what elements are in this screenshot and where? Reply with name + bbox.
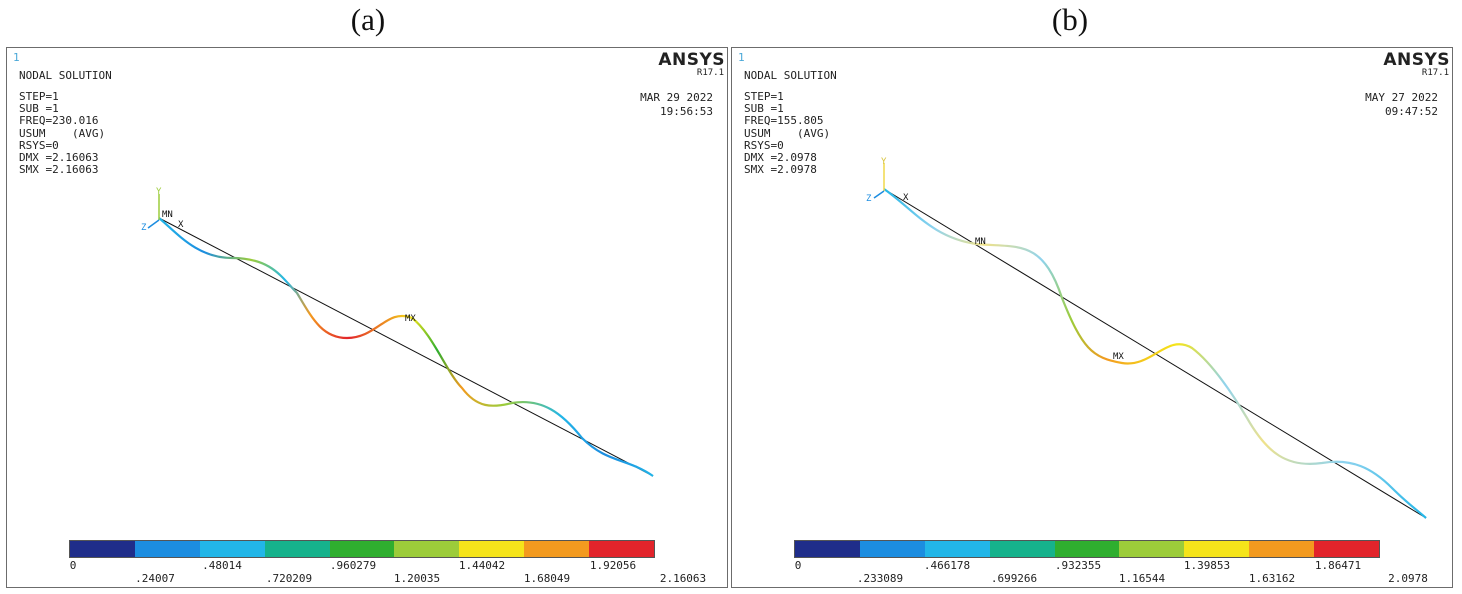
info-freq: FREQ=155.805 bbox=[744, 114, 824, 128]
timestamp: MAR 29 2022 19:56:53 bbox=[640, 91, 713, 119]
version-label: R17.1 bbox=[1421, 68, 1449, 78]
z-axis-triad bbox=[873, 190, 885, 199]
legend-band-6 bbox=[1119, 541, 1185, 557]
legend-band-4 bbox=[264, 541, 330, 557]
legend-tick: 1.20035 bbox=[393, 572, 441, 585]
info-usum: USUM (AVG) bbox=[19, 126, 106, 140]
legend-band-9 bbox=[589, 541, 655, 557]
legend-band-2 bbox=[134, 541, 200, 557]
legend-band-8 bbox=[1249, 541, 1315, 557]
solution-info: STEP=1 SUB =1 FREQ=155.805 USUM (AVG) RS… bbox=[744, 90, 831, 177]
plot-title: NODAL SOLUTION bbox=[19, 69, 112, 82]
ansys-logo: ANSYS bbox=[1383, 50, 1450, 70]
legend-band-1 bbox=[795, 541, 860, 557]
date-text: MAY 27 2022 bbox=[1365, 91, 1438, 104]
legend-tick: 1.63162 bbox=[1248, 572, 1296, 585]
legend-tick: .932355 bbox=[1054, 559, 1102, 572]
info-usum: USUM (AVG) bbox=[744, 126, 831, 140]
caption-b: (b) bbox=[1051, 2, 1089, 37]
ansys-logo: ANSYS bbox=[658, 50, 725, 70]
date-text: MAR 29 2022 bbox=[640, 91, 713, 104]
legend-band-4 bbox=[989, 541, 1055, 557]
info-rsys: RSYS=0 bbox=[19, 138, 59, 152]
legend-band-7 bbox=[1184, 541, 1250, 557]
info-step: STEP=1 bbox=[744, 90, 784, 103]
info-smx: SMX =2.0978 bbox=[744, 163, 817, 177]
legend-band-3 bbox=[199, 541, 265, 557]
legend-band-2 bbox=[859, 541, 925, 557]
legend-band-8 bbox=[524, 541, 590, 557]
legend-tick: .233089 bbox=[856, 572, 904, 585]
legend-band-7 bbox=[459, 541, 525, 557]
min-label: MN bbox=[975, 237, 986, 247]
legend-tick: 1.86471 bbox=[1314, 559, 1362, 572]
legend-tick: 1.92056 bbox=[589, 559, 637, 572]
caption-a: (a) bbox=[350, 2, 386, 37]
legend-band-9 bbox=[1314, 541, 1380, 557]
time-text: 09:47:52 bbox=[1385, 105, 1438, 118]
deformed-shape-plot: MN MX Y X Z bbox=[866, 157, 1427, 519]
info-smx: SMX =2.16063 bbox=[19, 163, 99, 177]
version-label: R17.1 bbox=[696, 68, 724, 78]
y-axis-label: Y bbox=[156, 187, 162, 197]
max-label: MX bbox=[1113, 352, 1124, 362]
legend-band-5 bbox=[1054, 541, 1120, 557]
window-number: 1 bbox=[738, 51, 745, 64]
y-axis-label: Y bbox=[881, 157, 887, 167]
info-sub: SUB =1 bbox=[744, 102, 784, 116]
deformed-mode-shape bbox=[158, 217, 654, 477]
legend-tick: .720209 bbox=[265, 572, 313, 585]
legend-band-3 bbox=[924, 541, 990, 557]
legend-band-6 bbox=[394, 541, 460, 557]
legend-tick-labels: 0 .48014 .960279 1.44042 1.92056 .24007 … bbox=[7, 559, 727, 587]
z-axis-label: Z bbox=[866, 194, 872, 204]
deformed-mode-shape bbox=[883, 188, 1427, 519]
x-axis-label: X bbox=[178, 220, 184, 230]
legend-tick: .48014 bbox=[202, 559, 242, 572]
time-text: 19:56:53 bbox=[660, 105, 713, 118]
legend-band-1 bbox=[70, 541, 135, 557]
timestamp: MAY 27 2022 09:47:52 bbox=[1365, 91, 1438, 119]
z-axis-triad bbox=[147, 219, 160, 229]
legend-tick: .960279 bbox=[329, 559, 377, 572]
solution-info: STEP=1 SUB =1 FREQ=230.016 USUM (AVG) RS… bbox=[19, 90, 106, 177]
info-freq: FREQ=230.016 bbox=[19, 114, 99, 128]
max-label: MX bbox=[405, 314, 416, 324]
panel-b: 1 NODAL SOLUTION STEP=1 SUB =1 FREQ=155.… bbox=[731, 47, 1453, 588]
info-dmx: DMX =2.16063 bbox=[19, 151, 99, 165]
legend-tick: 0 bbox=[794, 559, 802, 572]
window-number: 1 bbox=[13, 51, 20, 64]
panel-a: 1 NODAL SOLUTION STEP=1 SUB =1 FREQ=230.… bbox=[6, 47, 728, 588]
legend-band-5 bbox=[329, 541, 395, 557]
legend-tick: .699266 bbox=[990, 572, 1038, 585]
info-sub: SUB =1 bbox=[19, 102, 59, 116]
legend-tick: 1.39853 bbox=[1183, 559, 1231, 572]
min-label: MN bbox=[162, 210, 173, 220]
legend-tick: 0 bbox=[69, 559, 77, 572]
plot-title: NODAL SOLUTION bbox=[744, 69, 837, 82]
legend-tick-labels: 0 .466178 .932355 1.39853 1.86471 .23308… bbox=[732, 559, 1452, 587]
contour-legend-bar bbox=[794, 540, 1380, 558]
legend-tick: 1.68049 bbox=[523, 572, 571, 585]
legend-tick: .466178 bbox=[923, 559, 971, 572]
x-axis-label: X bbox=[903, 193, 909, 203]
z-axis-label: Z bbox=[141, 223, 147, 233]
info-dmx: DMX =2.0978 bbox=[744, 151, 817, 165]
legend-tick: 2.16063 bbox=[659, 572, 707, 585]
contour-legend-bar bbox=[69, 540, 655, 558]
info-rsys: RSYS=0 bbox=[744, 138, 784, 152]
deformed-shape-plot: MN MX Y X Z bbox=[141, 187, 654, 477]
info-step: STEP=1 bbox=[19, 90, 59, 103]
legend-tick: 1.44042 bbox=[458, 559, 506, 572]
legend-tick: .24007 bbox=[135, 572, 175, 585]
legend-tick: 2.0978 bbox=[1388, 572, 1428, 585]
undeformed-edge bbox=[158, 217, 654, 477]
legend-tick: 1.16544 bbox=[1118, 572, 1166, 585]
